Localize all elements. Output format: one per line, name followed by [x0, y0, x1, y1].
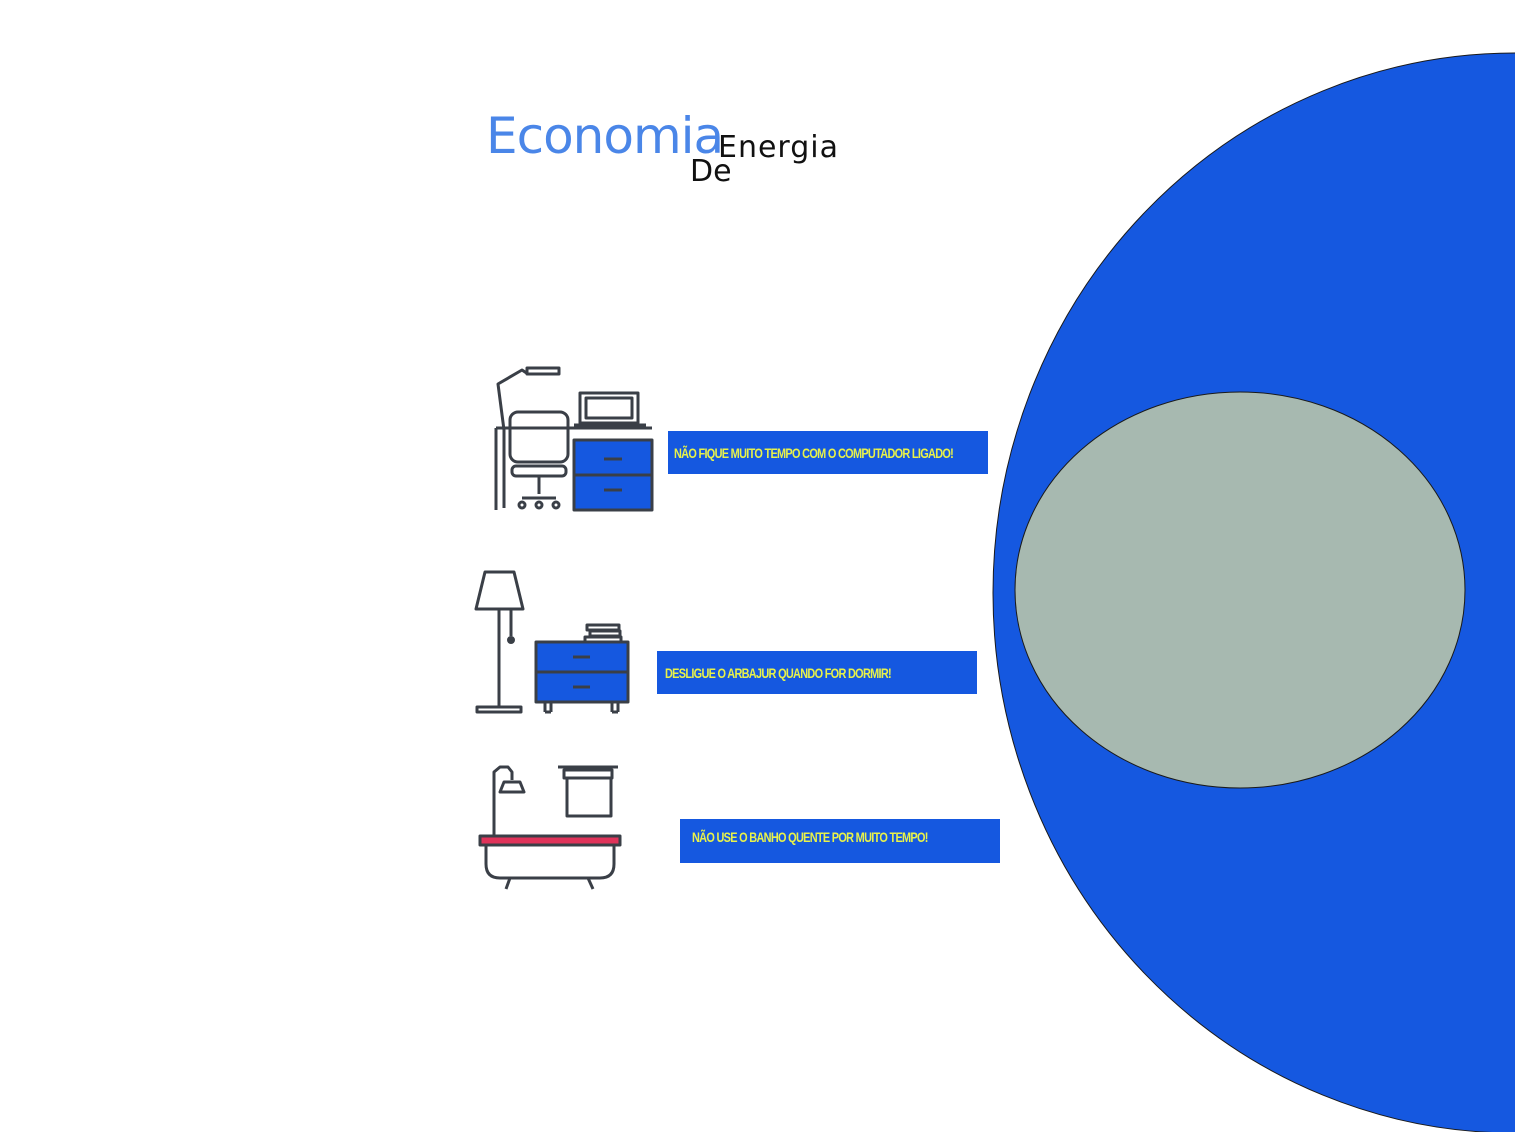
title-economia: Economia	[486, 107, 724, 165]
desk-computer-icon	[494, 366, 654, 512]
bathtub-shower-icon	[478, 765, 622, 890]
floor-lamp-nightstand-icon	[474, 570, 630, 714]
tip-computer-box: NÃO FIQUE MUITO TEMPO COM O COMPUTADOR L…	[668, 431, 988, 474]
tip-shower-box: NÃO USE O BANHO QUENTE POR MUITO TEMPO!	[680, 819, 1000, 863]
tip-lamp-text: DESLIGUE O ARBAJUR QUANDO FOR DORMIR!	[665, 664, 892, 681]
tip-lamp-box: DESLIGUE O ARBAJUR QUANDO FOR DORMIR!	[657, 651, 977, 694]
tip-computer-text: NÃO FIQUE MUITO TEMPO COM O COMPUTADOR L…	[674, 444, 954, 461]
title-de: De	[690, 154, 732, 189]
inner-gray-ellipse	[1014, 391, 1466, 789]
tip-shower-text: NÃO USE O BANHO QUENTE POR MUITO TEMPO!	[692, 829, 928, 845]
title-energia: Energia	[718, 130, 839, 165]
